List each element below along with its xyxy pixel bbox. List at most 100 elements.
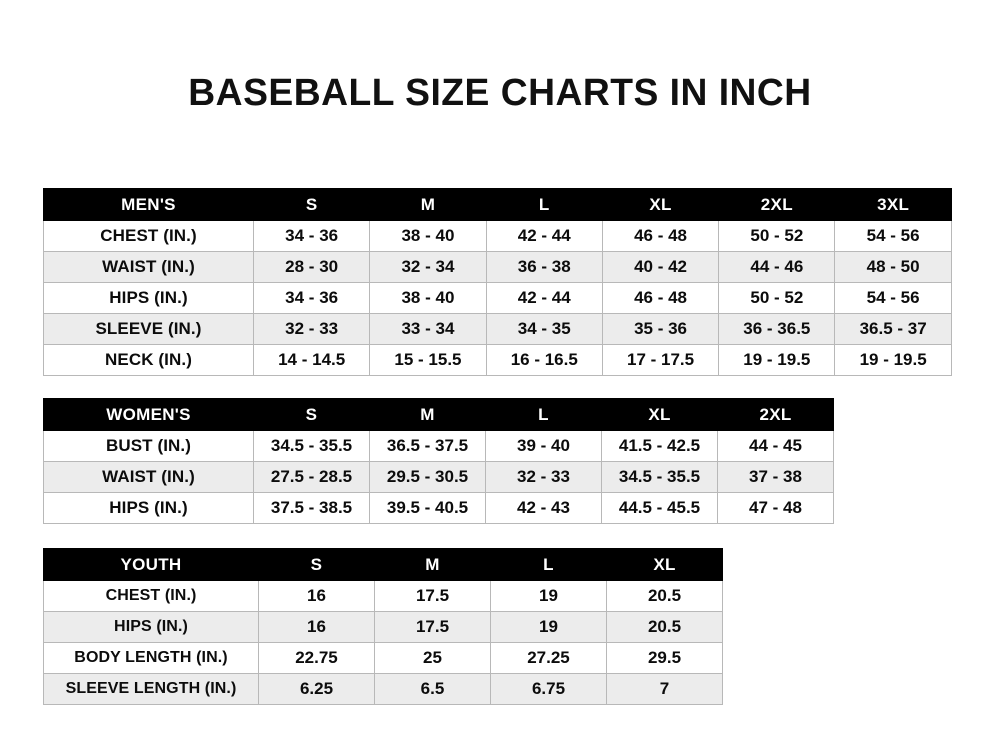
table-cell: 28 - 30 [252,251,371,283]
table-cell: 15 - 15.5 [369,344,487,376]
table-row: SLEEVE (IN.) 32 - 33 33 - 34 34 - 35 35 … [43,313,952,345]
row-label: SLEEVE LENGTH (IN.) [43,673,259,705]
table-header-row: WOMEN'S S M L XL 2XL [43,398,834,431]
row-label: CHEST (IN.) [43,580,259,612]
table-cell: 50 - 52 [718,220,836,252]
table-row: WAIST (IN.) 28 - 30 32 - 34 36 - 38 40 -… [43,251,952,283]
table-row: NECK (IN.) 14 - 14.5 15 - 15.5 16 - 16.5… [43,344,952,376]
table-cell: 19 - 19.5 [834,344,952,376]
mens-header-category: MEN'S [43,188,254,221]
table-cell: 36.5 - 37.5 [369,430,486,462]
table-cell: 46 - 48 [601,220,720,252]
table-cell: 25 [374,642,491,674]
table-cell: 19 [490,580,607,612]
table-cell: 36 - 36.5 [718,313,836,345]
table-cell: 22.75 [258,642,375,674]
table-cell: 32 - 33 [485,461,602,493]
youth-header-size-s: S [258,548,375,581]
table-cell: 36 - 38 [485,251,603,283]
table-cell: 6.75 [490,673,607,705]
table-cell: 39 - 40 [485,430,602,462]
youth-header-size-l: L [490,548,607,581]
table-cell: 17.5 [374,580,491,612]
row-label: HIPS (IN.) [43,282,254,314]
table-cell: 42 - 44 [485,282,603,314]
table-cell: 20.5 [606,611,723,643]
row-label: HIPS (IN.) [43,611,259,643]
table-cell: 20.5 [606,580,723,612]
table-cell: 33 - 34 [369,313,487,345]
table-cell: 16 [258,580,375,612]
womens-table-body: BUST (IN.) 34.5 - 35.5 36.5 - 37.5 39 - … [43,430,834,524]
table-cell: 27.25 [490,642,607,674]
table-cell: 16 [258,611,375,643]
table-cell: 29.5 [606,642,723,674]
table-cell: 48 - 50 [834,251,952,283]
table-cell: 41.5 - 42.5 [601,430,718,462]
table-row: BODY LENGTH (IN.) 22.75 25 27.25 29.5 [43,642,723,674]
table-cell: 14 - 14.5 [252,344,371,376]
table-cell: 34.5 - 35.5 [601,461,718,493]
mens-header-size-3xl: 3XL [834,188,952,221]
table-row: CHEST (IN.) 16 17.5 19 20.5 [43,580,723,612]
womens-header-size-s: S [253,398,370,431]
womens-header-size-l: L [485,398,602,431]
row-label: NECK (IN.) [43,344,254,376]
table-cell: 34 - 35 [485,313,603,345]
youth-header-category: YOUTH [43,548,259,581]
mens-header-size-s: S [252,188,371,221]
youth-size-table: YOUTH S M L XL CHEST (IN.) 16 17.5 19 20… [43,548,723,705]
table-cell: 6.5 [374,673,491,705]
table-cell: 32 - 33 [252,313,371,345]
table-cell: 27.5 - 28.5 [253,461,370,493]
youth-header-size-m: M [374,548,491,581]
table-cell: 17.5 [374,611,491,643]
womens-table-header: WOMEN'S S M L XL 2XL [43,398,834,431]
table-cell: 54 - 56 [834,220,952,252]
table-row: WAIST (IN.) 27.5 - 28.5 29.5 - 30.5 32 -… [43,461,834,493]
mens-header-size-l: L [485,188,603,221]
mens-table-body: CHEST (IN.) 34 - 36 38 - 40 42 - 44 46 -… [43,220,952,376]
table-cell: 19 - 19.5 [718,344,836,376]
table-row: HIPS (IN.) 16 17.5 19 20.5 [43,611,723,643]
table-row: BUST (IN.) 34.5 - 35.5 36.5 - 37.5 39 - … [43,430,834,462]
table-cell: 34.5 - 35.5 [253,430,370,462]
table-cell: 6.25 [258,673,375,705]
table-row: HIPS (IN.) 34 - 36 38 - 40 42 - 44 46 - … [43,282,952,314]
womens-size-table: WOMEN'S S M L XL 2XL BUST (IN.) 34.5 - 3… [43,398,834,524]
table-header-row: MEN'S S M L XL 2XL 3XL [43,188,952,221]
table-cell: 42 - 43 [485,492,602,524]
table-cell: 34 - 36 [252,220,371,252]
youth-header-size-xl: XL [606,548,723,581]
womens-header-size-m: M [369,398,486,431]
youth-table-header: YOUTH S M L XL [43,548,723,581]
row-label: WAIST (IN.) [43,461,254,493]
table-cell: 38 - 40 [369,282,487,314]
table-cell: 29.5 - 30.5 [369,461,486,493]
mens-header-size-m: M [369,188,487,221]
table-header-row: YOUTH S M L XL [43,548,723,581]
table-cell: 44 - 45 [717,430,834,462]
table-cell: 50 - 52 [718,282,836,314]
table-cell: 54 - 56 [834,282,952,314]
row-label: BUST (IN.) [43,430,254,462]
youth-table-body: CHEST (IN.) 16 17.5 19 20.5 HIPS (IN.) 1… [43,580,723,705]
table-cell: 44 - 46 [718,251,836,283]
table-cell: 47 - 48 [717,492,834,524]
row-label: HIPS (IN.) [43,492,254,524]
womens-header-size-2xl: 2XL [717,398,834,431]
womens-header-size-xl: XL [601,398,718,431]
table-cell: 36.5 - 37 [834,313,952,345]
table-cell: 37 - 38 [717,461,834,493]
womens-header-category: WOMEN'S [43,398,254,431]
row-label: BODY LENGTH (IN.) [43,642,259,674]
table-cell: 16 - 16.5 [485,344,603,376]
table-cell: 44.5 - 45.5 [601,492,718,524]
page-title: BASEBALL SIZE CHARTS IN INCH [188,72,812,114]
table-cell: 7 [606,673,723,705]
table-cell: 40 - 42 [601,251,720,283]
table-cell: 19 [490,611,607,643]
table-cell: 17 - 17.5 [601,344,720,376]
table-cell: 34 - 36 [252,282,371,314]
